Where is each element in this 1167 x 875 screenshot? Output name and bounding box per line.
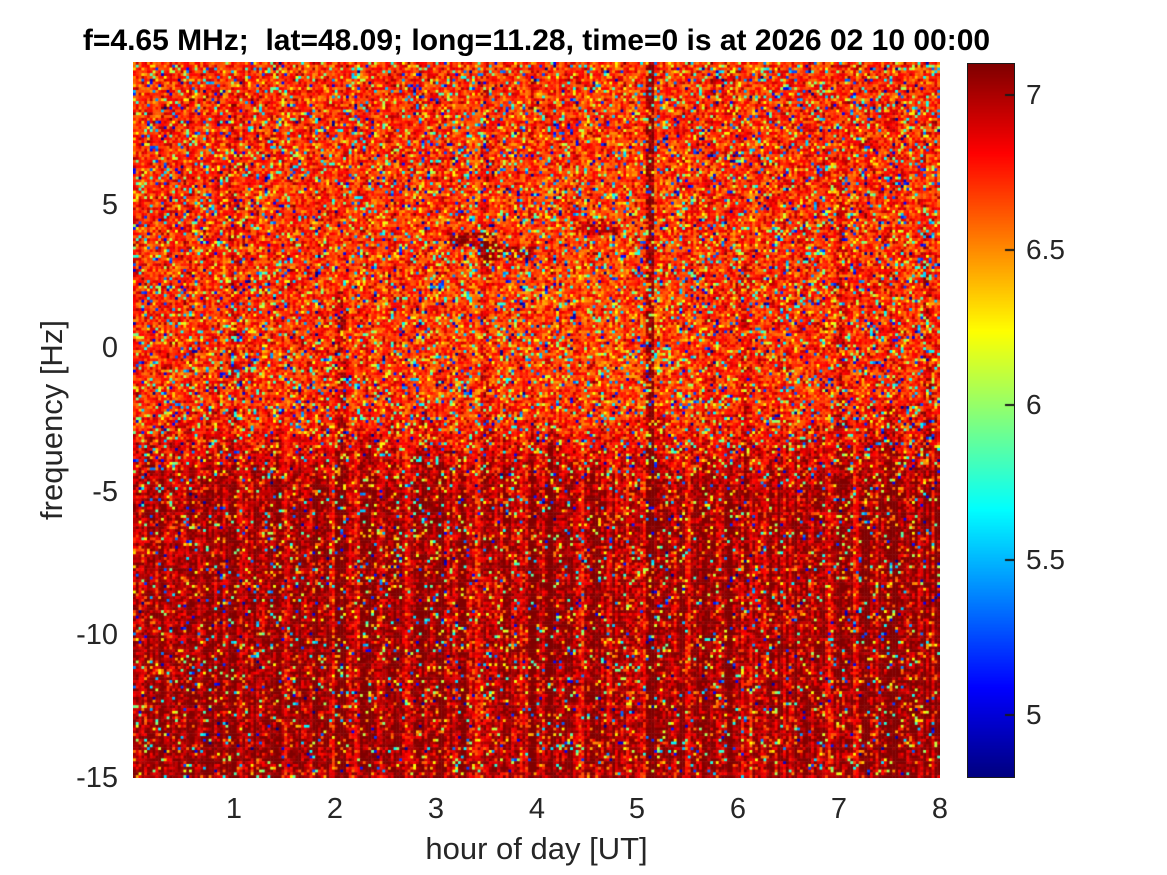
colorbar-tick-label: 6.5 bbox=[1026, 234, 1065, 265]
x-tick-label: 4 bbox=[528, 793, 546, 825]
x-tick-label: 1 bbox=[225, 793, 243, 825]
colorbar-tick-label: 6 bbox=[1026, 389, 1042, 420]
x-tick-label: 8 bbox=[931, 793, 949, 825]
x-tick-label: 5 bbox=[628, 793, 646, 825]
x-axis-label: hour of day [UT] bbox=[425, 831, 648, 866]
y-tick-label: -5 bbox=[92, 476, 118, 508]
y-tick-label: -10 bbox=[76, 619, 118, 651]
colorbar-tick-label: 5.5 bbox=[1026, 544, 1065, 575]
spectrogram-heatmap bbox=[133, 62, 940, 778]
colorbar-tick-label: 5 bbox=[1026, 699, 1042, 730]
colorbar-tick-label: 7 bbox=[1026, 79, 1042, 110]
x-tick-label: 6 bbox=[729, 793, 747, 825]
y-tick-label: 0 bbox=[101, 332, 118, 364]
y-tick-label: 5 bbox=[101, 189, 118, 221]
x-tick-label: 7 bbox=[830, 793, 848, 825]
x-tick-label: 2 bbox=[326, 793, 344, 825]
colorbar bbox=[967, 63, 1015, 778]
x-tick-label: 3 bbox=[427, 793, 445, 825]
y-tick-label: -15 bbox=[76, 762, 118, 794]
plot-title: f=4.65 MHz; lat=48.09; long=11.28, time=… bbox=[82, 24, 991, 57]
